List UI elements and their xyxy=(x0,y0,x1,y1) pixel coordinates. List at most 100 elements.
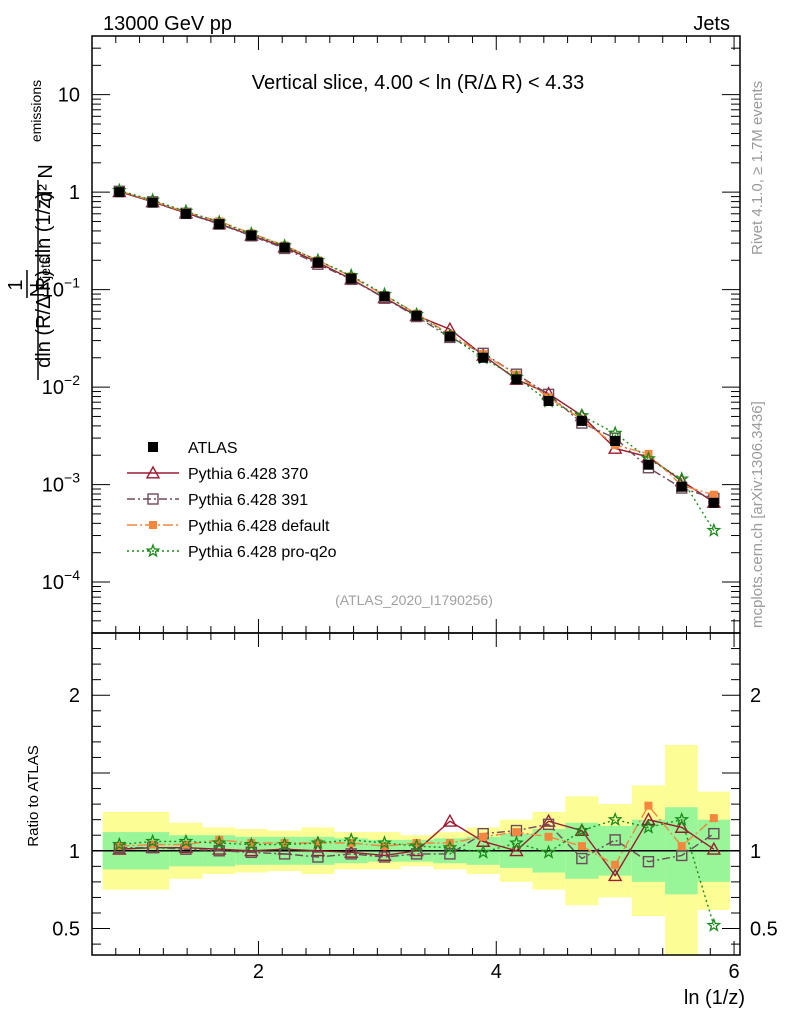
x-tick-label: 4 xyxy=(491,961,502,983)
series-marker xyxy=(674,820,689,833)
series-marker xyxy=(346,273,357,284)
series-line xyxy=(119,189,715,531)
series-marker xyxy=(149,521,157,529)
series-marker xyxy=(509,843,524,857)
star-marker xyxy=(607,425,623,440)
series-marker xyxy=(644,801,653,810)
star-marker xyxy=(377,835,392,850)
square-marker xyxy=(345,848,357,860)
series-marker xyxy=(145,543,161,558)
series-marker xyxy=(475,844,491,859)
legend-entry: Pythia 6.428 default xyxy=(127,518,330,535)
triangle-marker xyxy=(509,843,524,857)
triangle-marker xyxy=(541,813,556,827)
star-marker xyxy=(145,833,161,848)
series-marker xyxy=(511,374,522,385)
series-marker xyxy=(478,352,489,363)
filled-square-marker xyxy=(611,860,620,869)
star-marker xyxy=(541,844,557,859)
star-marker xyxy=(145,543,161,558)
ratio-y-tick-label-right: 0.5 xyxy=(750,919,778,941)
star-marker xyxy=(310,835,326,850)
star-marker xyxy=(674,471,690,486)
series-marker xyxy=(577,842,586,851)
series-marker xyxy=(640,819,656,834)
star-marker xyxy=(442,839,458,855)
filled-square-marker xyxy=(215,835,224,844)
square-marker xyxy=(312,851,324,863)
series-marker xyxy=(709,490,718,499)
star-marker xyxy=(178,833,194,848)
legend-label: ATLAS xyxy=(188,440,238,457)
series-marker xyxy=(211,835,227,850)
series-marker xyxy=(676,481,687,492)
series-marker xyxy=(343,832,359,847)
series-marker xyxy=(611,860,620,869)
svg-text:d² N: d² N xyxy=(35,164,57,202)
y-tick-label: 10−4 xyxy=(42,567,80,594)
square-marker xyxy=(642,855,655,868)
series-marker xyxy=(444,848,456,860)
uncertainty-bands xyxy=(102,745,730,955)
filled-square-marker xyxy=(149,521,157,529)
series-marker xyxy=(674,811,690,827)
square-marker xyxy=(576,852,588,865)
square-marker xyxy=(378,851,391,863)
series-marker xyxy=(244,843,259,857)
square-marker xyxy=(542,818,555,831)
filled-square-marker xyxy=(412,839,421,847)
data-marker xyxy=(148,442,158,452)
y-tick-label: 1 xyxy=(69,182,80,204)
legend-label: Pythia 6.428 391 xyxy=(188,492,308,509)
series-marker xyxy=(676,849,688,862)
ratio-y-tick-label-right: 1 xyxy=(750,841,761,863)
legend-label: Pythia 6.428 370 xyxy=(188,466,308,483)
data-marker xyxy=(676,481,687,492)
triangle-marker xyxy=(145,465,161,479)
slice-title: Vertical slice, 4.00 < ln (R/Δ R) < 4.33 xyxy=(252,72,584,94)
series-marker xyxy=(541,813,556,827)
series-marker xyxy=(344,844,359,858)
series-marker xyxy=(178,833,194,848)
legend-entry: Pythia 6.428 370 xyxy=(127,465,308,483)
data-marker xyxy=(543,395,554,406)
legend-entry: ATLAS xyxy=(148,440,238,457)
series-marker xyxy=(409,838,425,853)
series-marker xyxy=(544,832,553,841)
series-marker xyxy=(442,839,458,855)
watermark: (ATLAS_2020_I1790256) xyxy=(335,592,493,608)
filled-square-marker xyxy=(115,842,124,851)
data-marker xyxy=(246,230,257,241)
square-marker xyxy=(609,834,621,846)
data-marker xyxy=(346,273,357,284)
series-marker xyxy=(378,851,391,863)
series-marker xyxy=(610,435,621,446)
square-marker xyxy=(676,849,688,862)
filled-square-marker xyxy=(512,828,521,837)
series-marker xyxy=(643,459,654,470)
filled-square-marker xyxy=(577,842,586,851)
series-marker xyxy=(607,868,623,882)
category-label: Jets xyxy=(693,13,730,35)
series-marker xyxy=(310,843,326,857)
data-marker xyxy=(610,435,621,446)
filled-square-marker xyxy=(644,801,653,810)
series-marker xyxy=(313,839,322,847)
series-marker xyxy=(312,851,324,863)
series-marker xyxy=(310,835,326,850)
ratio-y-tick-label: 0.5 xyxy=(52,919,80,941)
series-marker xyxy=(215,835,224,844)
star-marker xyxy=(574,822,590,837)
series-marker xyxy=(574,822,590,837)
x-tick-label: 6 xyxy=(728,961,739,983)
energy-label: 13000 GeV pp xyxy=(103,13,232,35)
star-marker xyxy=(706,522,722,537)
svg-text:emissions: emissions xyxy=(28,80,44,142)
mcplots-label: mcplots.cern.ch [arXiv:1306.3436] xyxy=(749,401,766,628)
ratio-series-pythia-6-428-pro-q2o xyxy=(111,811,722,932)
series-marker xyxy=(607,811,623,827)
data-marker xyxy=(180,208,191,219)
series-marker xyxy=(214,219,225,230)
data-marker xyxy=(214,219,225,230)
